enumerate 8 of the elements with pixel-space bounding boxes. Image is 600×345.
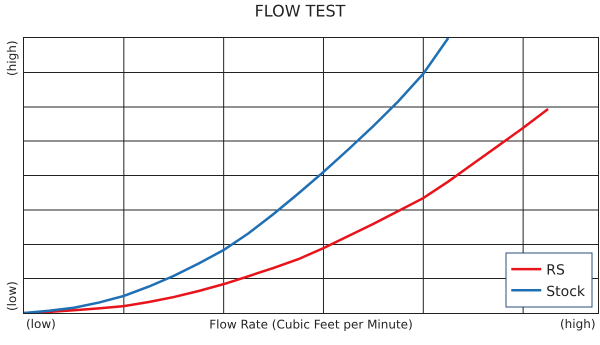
text: (low) [5,281,19,311]
text: (high) [560,317,596,331]
x-axis-title: Flow Rate (Cubic Feet per Minute) [209,317,413,332]
chart-title: FLOW TEST [254,1,346,20]
legend-label: RS [546,262,565,279]
legend-label: Stock [546,284,586,300]
text: (high) [5,40,19,76]
text: (low) [26,317,56,331]
